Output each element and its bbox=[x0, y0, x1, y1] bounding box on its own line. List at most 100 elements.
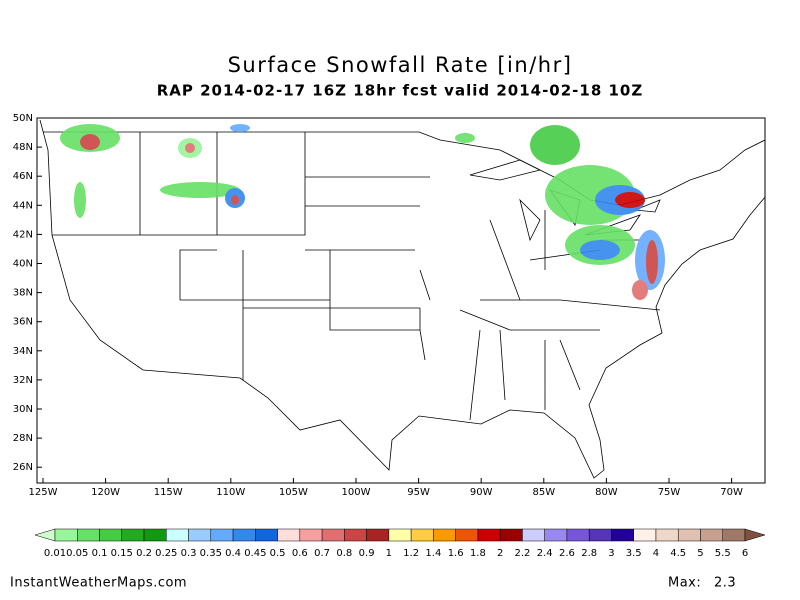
colorbar-label: 0.6 bbox=[292, 548, 308, 559]
colorbar-box bbox=[77, 528, 100, 542]
lat-label: 46N bbox=[13, 171, 33, 182]
colorbar-label: 2.8 bbox=[581, 548, 597, 559]
colorbar-label: 3 bbox=[608, 548, 614, 559]
colorbar-box bbox=[566, 528, 590, 542]
colorbar-box bbox=[433, 528, 456, 542]
colorbar-label: 2 bbox=[497, 548, 503, 559]
colorbar-label: 0.1 bbox=[92, 548, 108, 559]
map-frame bbox=[36, 117, 766, 484]
lat-label: 26N bbox=[13, 462, 33, 473]
lat-label: 38N bbox=[13, 288, 33, 299]
colorbar-box bbox=[700, 528, 723, 542]
colorbar-box bbox=[166, 528, 189, 542]
colorbar-box bbox=[255, 528, 278, 542]
lon-label: 75W bbox=[658, 487, 681, 498]
map bbox=[36, 117, 766, 484]
colorbar-box bbox=[210, 528, 234, 542]
lon-label: 110W bbox=[216, 487, 245, 498]
colorbar-box bbox=[188, 528, 212, 542]
colorbar-box bbox=[611, 528, 634, 542]
snowfall-areas bbox=[60, 124, 665, 300]
colorbar-box bbox=[722, 528, 746, 542]
colorbar-label: 2.2 bbox=[514, 548, 530, 559]
northern-border bbox=[43, 131, 765, 206]
max-label: Max: bbox=[668, 576, 701, 591]
max-value: 2.3 bbox=[714, 576, 736, 591]
lon-label: 70W bbox=[720, 487, 743, 498]
lon-label: 105W bbox=[279, 487, 308, 498]
title: Surface Snowfall Rate [in/hr] bbox=[228, 53, 573, 77]
lat-label: 44N bbox=[13, 200, 33, 211]
lon-label: 115W bbox=[154, 487, 183, 498]
colorbar-box bbox=[499, 528, 523, 542]
lat-label: 42N bbox=[13, 229, 33, 240]
lon-label: 125W bbox=[29, 487, 58, 498]
colorbar-label: 0.5 bbox=[270, 548, 286, 559]
colorbar-label: 4.5 bbox=[670, 548, 686, 559]
colorbar-box bbox=[54, 528, 78, 542]
state-lines bbox=[52, 132, 661, 421]
colorbar-box bbox=[655, 528, 679, 542]
colorbar-label: 0.8 bbox=[336, 548, 352, 559]
colorbar-label: 0.7 bbox=[314, 548, 330, 559]
colorbar-box bbox=[544, 528, 568, 542]
lon-label: 90W bbox=[470, 487, 493, 498]
colorbar-label: 1.4 bbox=[425, 548, 441, 559]
colorbar: 0.01 0.05 0.1 0.15 0.2 0.25 0.3 0.35 0.4 0.45 0.5 0… bbox=[34, 528, 766, 559]
colorbar-box bbox=[677, 528, 701, 542]
colorbar-label: 0.3 bbox=[181, 548, 197, 559]
colorbar-box bbox=[299, 528, 323, 542]
colorbar-box bbox=[99, 528, 123, 542]
colorbar-label: 0.4 bbox=[225, 548, 241, 559]
colorbar-label: 5.5 bbox=[715, 548, 731, 559]
lon-label: 80W bbox=[595, 487, 618, 498]
lon-label: 85W bbox=[532, 487, 555, 498]
colorbar-box bbox=[143, 528, 167, 542]
lat-label: 40N bbox=[13, 259, 33, 270]
colorbar-box bbox=[455, 528, 479, 542]
colorbar-label: 1.6 bbox=[448, 548, 464, 559]
colorbar-box bbox=[388, 528, 412, 542]
colorbar-arrow bbox=[34, 528, 56, 542]
colorbar-label: 6 bbox=[742, 548, 748, 559]
colorbar-arrow bbox=[744, 528, 766, 542]
colorbar-box bbox=[633, 528, 657, 542]
colorbar-box bbox=[321, 528, 345, 542]
subtitle: RAP 2014-02-17 16Z 18hr fcst valid 2014-… bbox=[157, 82, 644, 100]
colorbar-label: 0.2 bbox=[136, 548, 152, 559]
colorbar-box bbox=[344, 528, 367, 542]
colorbar-box bbox=[232, 528, 256, 542]
colorbar-label: 2.4 bbox=[537, 548, 553, 559]
colorbar-box bbox=[410, 528, 434, 542]
colorbar-label: 3.5 bbox=[626, 548, 642, 559]
colorbar-box bbox=[366, 528, 390, 542]
colorbar-label: 0.9 bbox=[359, 548, 375, 559]
colorbar-label: 0.01 bbox=[44, 548, 66, 559]
lon-label: 100W bbox=[342, 487, 371, 498]
lat-label: 32N bbox=[13, 375, 33, 386]
lat-label: 36N bbox=[13, 317, 33, 328]
lat-label: 30N bbox=[13, 404, 33, 415]
lat-label: 28N bbox=[13, 433, 33, 444]
colorbar-label: 5 bbox=[697, 548, 703, 559]
lat-label: 34N bbox=[13, 346, 33, 357]
colorbar-label: 0.35 bbox=[200, 548, 222, 559]
lon-label: 120W bbox=[91, 487, 120, 498]
colorbar-box bbox=[121, 528, 145, 542]
site-name: InstantWeatherMaps.com bbox=[10, 576, 187, 591]
coastline bbox=[39, 119, 765, 479]
colorbar-label: 1.8 bbox=[470, 548, 486, 559]
colorbar-box bbox=[277, 528, 301, 542]
colorbar-box bbox=[522, 528, 545, 542]
colorbar-box bbox=[477, 528, 501, 542]
colorbar-label: 1 bbox=[386, 548, 392, 559]
colorbar-label: 1.2 bbox=[403, 548, 419, 559]
colorbar-label: 0.05 bbox=[66, 548, 88, 559]
lon-label: 95W bbox=[407, 487, 430, 498]
colorbar-label: 0.25 bbox=[155, 548, 177, 559]
colorbar-label: 0.15 bbox=[111, 548, 133, 559]
colorbar-box bbox=[588, 528, 612, 542]
colorbar-label: 0.45 bbox=[244, 548, 266, 559]
lat-label: 50N bbox=[13, 113, 33, 124]
